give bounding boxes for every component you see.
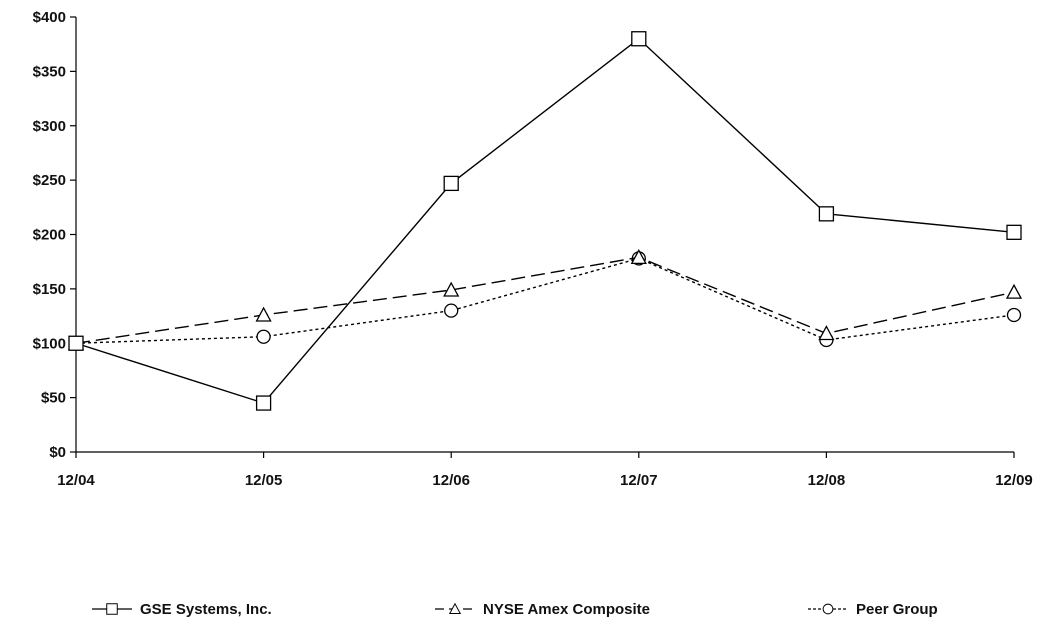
series-line (75, 257, 1015, 344)
legend: GSE Systems, Inc. NYSE Amex Composite Peer… (92, 601, 938, 618)
y-tick-label: $300 (33, 118, 66, 135)
legend-label: Peer Group (856, 601, 938, 618)
legend-item: GSE Systems, Inc. (92, 601, 272, 618)
data-point (1005, 283, 1023, 299)
series-0 (68, 31, 1022, 411)
data-point (1006, 307, 1022, 323)
y-tick-label: $100 (33, 335, 66, 352)
y-tick-label: $250 (33, 172, 66, 189)
x-tick-label: 12/08 (808, 472, 846, 489)
legend-item: NYSE Amex Composite (435, 601, 650, 618)
y-tick-label: $0 (49, 444, 66, 461)
data-point (443, 281, 460, 297)
series-2 (68, 251, 1022, 351)
data-point (631, 31, 647, 47)
y-tick-label: $150 (33, 281, 66, 298)
series-line (75, 256, 1015, 344)
series-group (67, 31, 1023, 411)
data-point (444, 303, 459, 318)
series-line (75, 37, 1015, 404)
x-tick-label: 12/06 (432, 472, 470, 489)
legend-label: NYSE Amex Composite (483, 601, 650, 618)
data-point (818, 325, 835, 341)
data-point (818, 206, 835, 222)
legend-marker (106, 603, 118, 615)
y-tick-label: $50 (41, 390, 66, 407)
x-tick-label: 12/07 (620, 472, 658, 489)
data-point (255, 306, 272, 322)
data-point (1006, 224, 1022, 240)
x-tick-label: 12/05 (245, 472, 283, 489)
data-point (443, 175, 459, 192)
data-point (256, 329, 271, 344)
legend-item: Peer Group (808, 601, 938, 618)
y-tick-label: $400 (33, 9, 66, 26)
axes (75, 17, 1014, 453)
x-tick-label: 12/04 (57, 472, 95, 489)
legend-marker (822, 603, 834, 615)
y-axis-ticks: $0 $50 $100 $150 $200 $250 $300 $350 $400 (33, 9, 76, 461)
legend-label: GSE Systems, Inc. (140, 601, 272, 618)
data-point (68, 335, 84, 351)
data-point (630, 248, 647, 264)
x-axis-ticks: 12/04 12/05 12/06 12/07 12/08 12/09 (57, 452, 1033, 489)
y-tick-label: $200 (33, 227, 66, 244)
x-tick-label: 12/09 (995, 472, 1033, 489)
legend-marker (448, 602, 462, 614)
data-point (255, 395, 272, 411)
series-1 (67, 248, 1023, 350)
y-tick-label: $350 (33, 63, 66, 80)
